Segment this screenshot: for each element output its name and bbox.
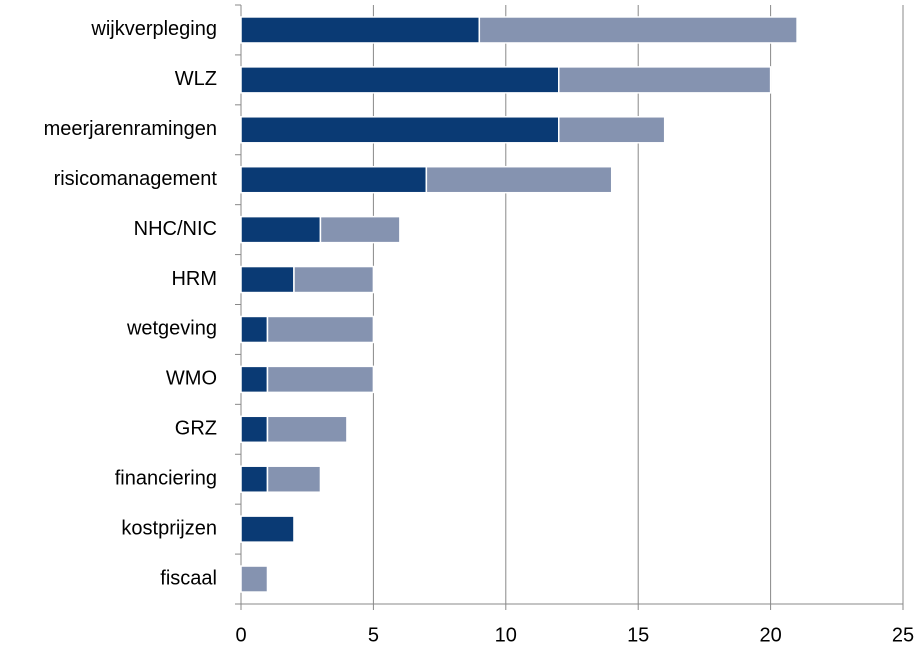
x-tick-label: 15 (627, 624, 649, 646)
bar (266, 365, 375, 394)
y-tick-label: wijkverpleging (90, 18, 217, 40)
bar (240, 16, 481, 44)
y-tick-label: WLZ (175, 68, 217, 90)
bar (319, 215, 401, 244)
bar (240, 66, 560, 94)
bar (240, 116, 560, 144)
bar (240, 315, 269, 344)
bar (266, 415, 348, 444)
y-tick-label: meerjarenramingen (44, 118, 217, 140)
x-tick-label: 20 (759, 624, 781, 646)
y-tick-label: fiscaal (160, 567, 217, 589)
bar (240, 265, 295, 294)
bar (240, 565, 269, 593)
x-tick-label: 10 (495, 624, 517, 646)
y-tick-label: financiering (115, 467, 217, 489)
y-tick-label: risicomanagement (54, 168, 218, 190)
bar (240, 415, 269, 444)
bar (240, 515, 295, 543)
y-tick-label: HRM (171, 268, 217, 290)
y-tick-label: GRZ (175, 418, 217, 440)
x-tick-label: 0 (235, 624, 246, 646)
y-tick-label: wetgeving (126, 318, 217, 340)
bar (240, 465, 269, 493)
y-tick-label: WMO (166, 368, 217, 390)
bar (266, 315, 375, 344)
bar (425, 165, 613, 194)
bar (240, 215, 322, 244)
x-tick-label: 5 (368, 624, 379, 646)
y-tick-label: NHC/NIC (134, 218, 217, 240)
bar (266, 465, 322, 493)
bar (558, 116, 666, 144)
x-tick-label: 25 (892, 624, 914, 646)
bar (478, 16, 798, 44)
bar (240, 365, 269, 394)
bar (240, 165, 428, 194)
bar (293, 265, 375, 294)
bar (558, 66, 772, 94)
y-tick-label: kostprijzen (121, 517, 217, 539)
